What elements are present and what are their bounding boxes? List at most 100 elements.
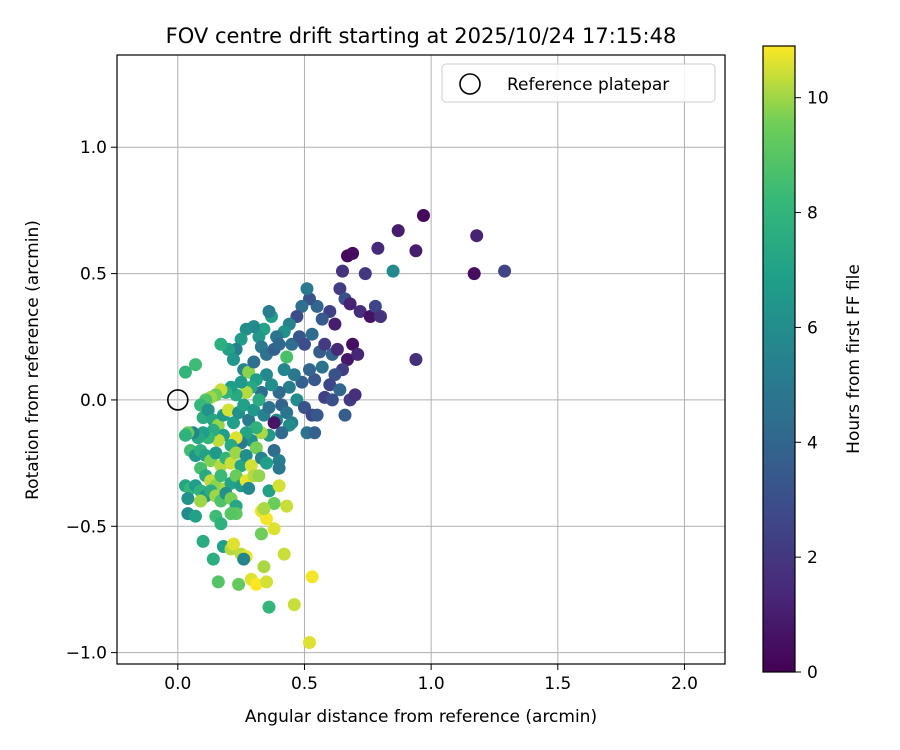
data-point xyxy=(267,497,281,510)
data-point xyxy=(315,312,329,326)
data-point xyxy=(260,512,273,526)
data-point xyxy=(211,433,225,447)
data-point xyxy=(229,469,243,483)
data-point xyxy=(222,403,235,417)
data-point xyxy=(249,441,263,455)
data-point xyxy=(353,305,367,318)
data-point xyxy=(341,353,354,366)
data-point xyxy=(239,449,253,462)
data-point xyxy=(318,337,332,351)
legend-marker-icon xyxy=(459,73,481,95)
data-point xyxy=(351,347,365,361)
colorbar-tick-label: 6 xyxy=(807,318,818,338)
data-point xyxy=(178,428,192,442)
x-axis-ticks: 0.0 0.5 1.0 1.5 2.0 xyxy=(164,664,698,694)
y-tick-label: 1.0 xyxy=(80,138,107,158)
colorbar-tick-label: 10 xyxy=(807,89,829,109)
data-point xyxy=(282,380,296,394)
data-point xyxy=(260,456,273,470)
data-point xyxy=(181,492,195,505)
data-point xyxy=(262,484,276,498)
data-point xyxy=(224,507,238,521)
x-tick-label: 0.0 xyxy=(164,674,191,694)
data-point xyxy=(272,337,286,351)
data-point xyxy=(272,479,286,493)
data-point xyxy=(498,264,512,278)
colorbar-ticks: 0 2 4 6 8 10 xyxy=(795,89,829,683)
colorbar-tick-label: 2 xyxy=(807,548,818,568)
data-point xyxy=(257,502,271,516)
data-point xyxy=(252,393,266,407)
plot-frame xyxy=(116,54,726,665)
data-point xyxy=(260,368,273,382)
data-point xyxy=(239,426,253,440)
data-point xyxy=(249,421,263,435)
data-point xyxy=(374,310,387,323)
y-tick-label: −1.0 xyxy=(66,644,107,664)
data-point xyxy=(298,337,311,351)
data-point xyxy=(371,241,385,255)
data-point xyxy=(346,337,360,351)
data-point xyxy=(308,373,322,387)
data-point xyxy=(323,378,337,392)
data-point xyxy=(209,446,223,460)
data-point xyxy=(265,378,278,392)
y-axis-label: Rotation from reference (arcmin) xyxy=(23,220,43,500)
data-point xyxy=(333,383,347,397)
data-point xyxy=(254,527,268,541)
chart-title: FOV centre drift starting at 2025/10/24 … xyxy=(166,24,677,48)
data-point xyxy=(310,408,324,422)
data-point xyxy=(227,416,240,430)
x-tick-label: 0.5 xyxy=(291,674,318,694)
data-point xyxy=(234,375,248,389)
data-point xyxy=(348,388,362,402)
data-point xyxy=(333,282,347,296)
data-point xyxy=(300,282,314,296)
data-point xyxy=(196,534,210,548)
data-point xyxy=(267,416,281,430)
data-point xyxy=(214,517,228,531)
data-point xyxy=(358,267,372,281)
data-point xyxy=(257,560,271,574)
x-tick-label: 1.5 xyxy=(544,674,571,694)
legend-label: Reference platepar xyxy=(507,75,669,95)
legend: Reference platepar xyxy=(441,63,716,103)
y-tick-label: −0.5 xyxy=(66,517,107,537)
data-point xyxy=(229,446,243,460)
x-tick-label: 2.0 xyxy=(671,674,698,694)
data-point xyxy=(272,461,286,475)
data-point xyxy=(260,575,273,589)
data-point xyxy=(252,330,266,344)
colorbar-tick-label: 0 xyxy=(807,663,818,683)
data-point xyxy=(234,459,248,473)
y-tick-label: 0.5 xyxy=(80,265,107,285)
data-point xyxy=(328,368,342,382)
data-point xyxy=(467,267,481,281)
data-point xyxy=(214,469,228,483)
data-point xyxy=(303,363,316,377)
data-point xyxy=(308,426,322,440)
y-tick-label: 0.0 xyxy=(80,391,107,411)
data-point xyxy=(417,209,430,222)
data-point xyxy=(189,358,202,372)
data-point xyxy=(368,299,382,313)
data-point xyxy=(305,327,319,341)
data-point xyxy=(346,246,360,260)
colorbar-label: Hours from first FF file xyxy=(844,264,864,454)
colorbar-tick-label: 8 xyxy=(807,204,818,224)
data-point xyxy=(328,317,342,331)
data-point xyxy=(247,403,261,417)
data-point xyxy=(336,264,349,278)
data-point xyxy=(295,299,309,313)
data-point xyxy=(178,365,192,379)
legend-box xyxy=(441,63,716,103)
data-point xyxy=(287,598,301,612)
data-point xyxy=(262,401,276,414)
data-point xyxy=(280,499,294,513)
data-point xyxy=(277,547,291,561)
x-axis-label: Angular distance from reference (arcmin) xyxy=(245,707,597,727)
y-axis-ticks: −1.0 −0.5 0.0 0.5 1.0 xyxy=(66,138,117,664)
data-point xyxy=(249,577,263,591)
data-point xyxy=(252,469,266,483)
